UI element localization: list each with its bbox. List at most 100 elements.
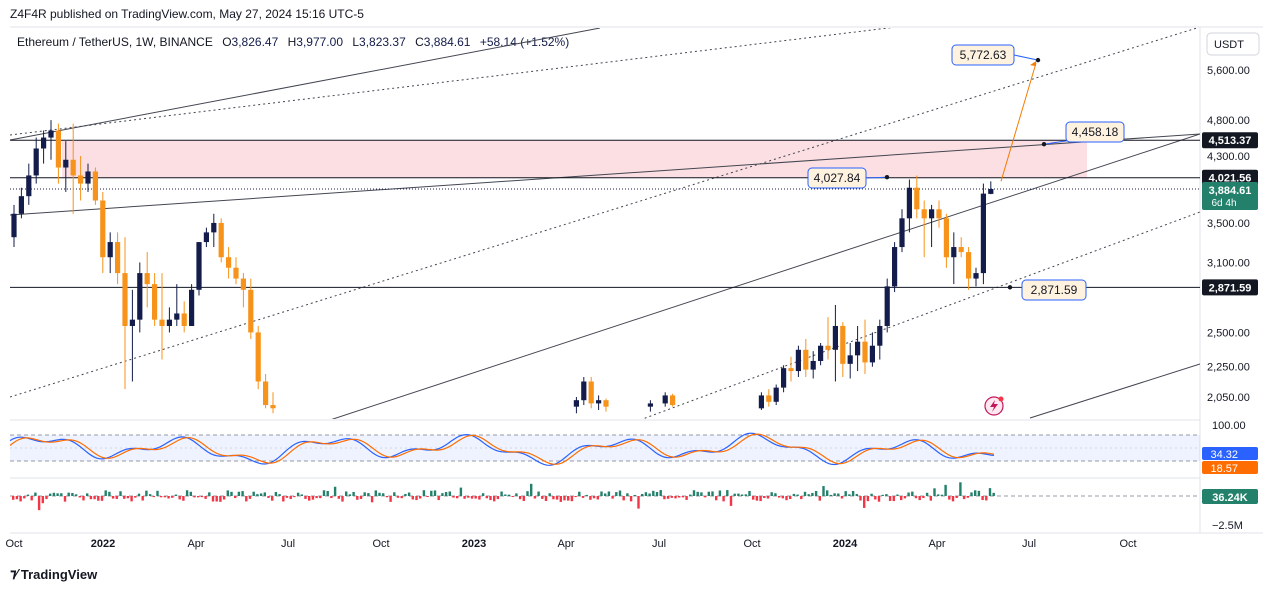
volume-bar: [419, 496, 422, 499]
volume-bar: [951, 496, 955, 502]
volume-bar: [311, 496, 315, 500]
projection-arrow: [1000, 62, 1037, 182]
volume-bar: [382, 493, 385, 496]
candle-body: [48, 130, 54, 138]
volume-bar: [822, 486, 825, 496]
y-tick-1: 4,800.00: [1207, 115, 1250, 127]
tradingview-logo-text: TradingView: [20, 566, 98, 582]
candle-59: [869, 332, 875, 367]
currency-button[interactable]: [1206, 32, 1260, 56]
volume-bar: [777, 496, 781, 498]
candle-5: [48, 120, 54, 160]
volume-bar: [493, 496, 496, 502]
volume-bar: [167, 496, 170, 499]
volume-bar: [959, 482, 962, 496]
stoch-k-line: [9, 432, 995, 466]
candle-74: [980, 183, 986, 285]
price-badge-price: 3,884.61: [1209, 185, 1252, 197]
candle-body: [810, 360, 816, 370]
volume-bar: [148, 494, 152, 496]
volume-bar: [478, 496, 481, 500]
callout-box: [807, 167, 867, 189]
candle-body: [70, 159, 76, 176]
volume-bar: [274, 492, 278, 496]
volume-bar: [929, 496, 932, 501]
x-tick-12: Oct: [1119, 538, 1136, 550]
candle-body: [189, 289, 195, 326]
candle-body: [159, 319, 165, 326]
candle-body: [766, 395, 772, 402]
volume-bar: [45, 496, 48, 500]
volume-bar: [789, 496, 792, 500]
volume-bar: [185, 490, 189, 496]
volume-bar: [352, 491, 355, 496]
y-tick-0: 5,600.00: [1207, 65, 1250, 77]
resistance-zone: [62, 140, 1087, 178]
volume-bar: [888, 496, 892, 501]
volume-bar: [178, 496, 181, 500]
volume-bar: [744, 494, 747, 496]
candle-1: [18, 187, 24, 219]
volume-bar: [71, 492, 74, 496]
volume-bar: [600, 491, 603, 496]
candle-62: [892, 242, 898, 293]
candle-51: [810, 351, 816, 379]
candle-65: [914, 175, 920, 219]
volume-bar: [63, 496, 67, 502]
x-tick-3: Jul: [281, 538, 295, 550]
volume-bar: [415, 496, 418, 501]
volume-bar: [581, 496, 585, 498]
volume-bar: [256, 494, 259, 496]
candle-64: [906, 179, 912, 233]
candle-body: [818, 345, 824, 361]
volume-bar: [189, 491, 192, 496]
volume-bar: [433, 490, 437, 496]
volume-bar: [300, 494, 303, 496]
volume-bar: [426, 496, 429, 498]
candle-8: [70, 123, 76, 214]
candle-61: [884, 278, 890, 333]
trendline-0: [10, 28, 601, 141]
candle-body: [884, 286, 890, 326]
volume-bar: [97, 496, 100, 501]
volume-bar: [541, 496, 544, 499]
volume-bar: [515, 493, 518, 496]
volume-bar: [171, 496, 174, 498]
candle-72: [966, 247, 972, 290]
candle-66: [921, 200, 927, 258]
volume-bar: [385, 496, 389, 498]
price-badge: [1202, 182, 1258, 211]
volume-bar: [585, 494, 588, 496]
alert-lightning-icon[interactable]: [984, 396, 1004, 416]
candle-56: [847, 343, 853, 379]
volume-bar: [41, 496, 44, 504]
candle-body: [899, 218, 905, 248]
candle-73: [973, 267, 979, 287]
volume-bar: [315, 496, 318, 499]
volume-bar: [544, 496, 548, 501]
candle-body: [18, 196, 24, 214]
volume-bar: [596, 496, 599, 500]
volume-bar: [456, 496, 459, 499]
candle-body: [263, 381, 269, 406]
volume-bar: [578, 491, 581, 496]
volume-bar: [833, 493, 836, 496]
volume-bar: [337, 496, 340, 499]
volume-bar: [137, 493, 141, 496]
candle-body: [958, 247, 964, 253]
volume-bar: [463, 496, 466, 499]
candle-body: [78, 175, 84, 184]
callout-dot: [1007, 285, 1013, 290]
candle-42: [662, 392, 668, 407]
volume-bar: [86, 493, 89, 496]
volume-last-value: 36.24K: [1212, 492, 1248, 504]
volume-bar: [93, 496, 96, 500]
volume-bar: [977, 490, 981, 496]
volume-bar: [985, 496, 988, 501]
ohlc-high-label: H: [288, 35, 297, 49]
candle-40: [603, 398, 609, 412]
volume-bar: [211, 496, 215, 502]
candle-7: [63, 141, 69, 192]
x-tick-4: Oct: [372, 538, 389, 550]
volume-bar: [800, 496, 803, 500]
